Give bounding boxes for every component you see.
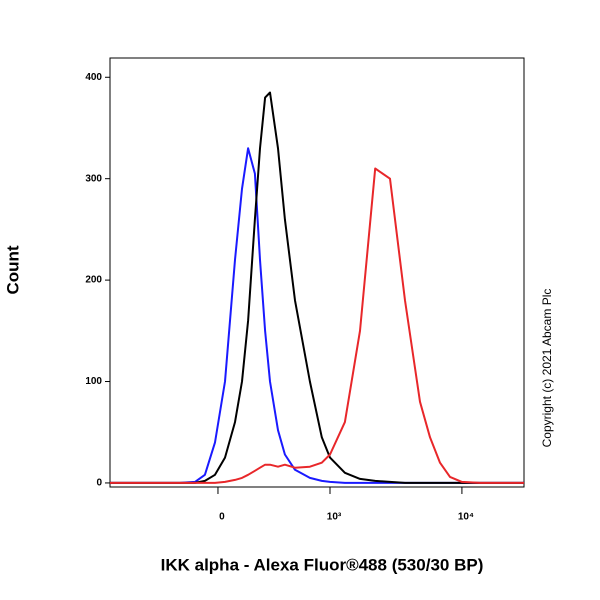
series-line — [110, 91, 524, 484]
y-tick-label: 400 — [85, 72, 102, 83]
y-axis-label: Count — [3, 245, 22, 294]
series-line — [110, 147, 524, 484]
x-tick-label: 10³ — [327, 512, 342, 523]
x-axis-label: IKK alpha - Alexa Fluor®488 (530/30 BP) — [161, 555, 484, 574]
series-line — [110, 167, 524, 484]
plot-frame — [109, 57, 525, 488]
x-tick-label: 10⁴ — [458, 512, 474, 523]
y-tick-label: 100 — [85, 376, 102, 387]
y-tick-label: 0 — [96, 478, 102, 489]
y-tick-label: 200 — [85, 275, 102, 286]
copyright: Copyright (c) 2021 Abcam Plc — [540, 289, 554, 448]
x-tick-label: 0 — [219, 512, 225, 523]
y-tick-label: 300 — [85, 173, 102, 184]
